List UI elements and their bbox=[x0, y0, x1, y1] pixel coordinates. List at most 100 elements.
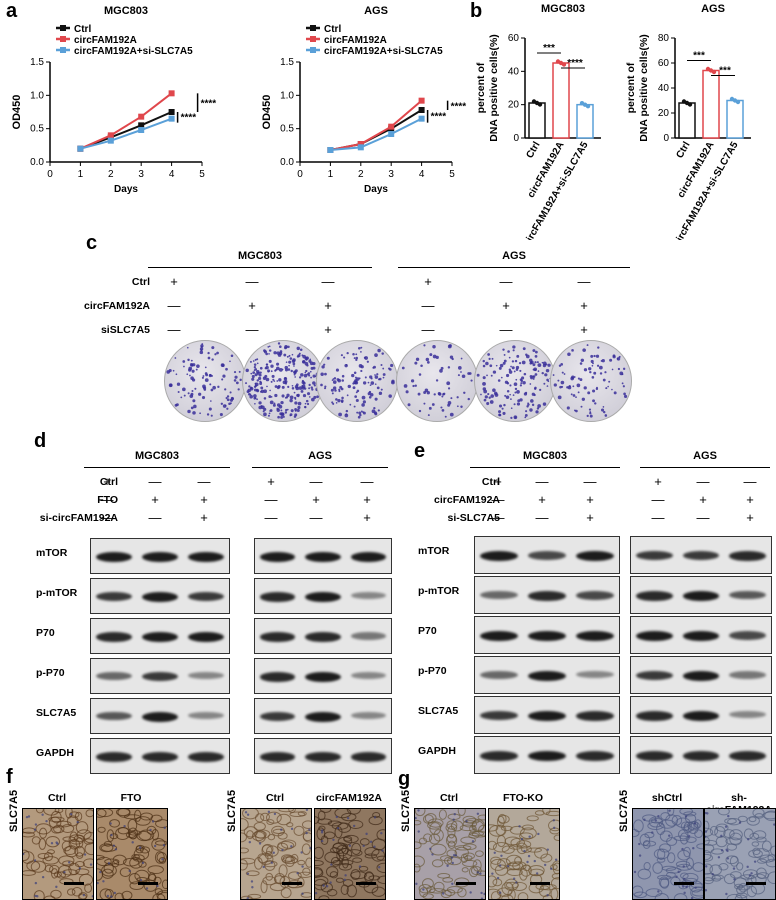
colony bbox=[276, 386, 280, 390]
bar-0 bbox=[528, 102, 546, 139]
colony bbox=[296, 394, 299, 397]
colony bbox=[563, 373, 566, 375]
ihc-cell bbox=[685, 857, 694, 870]
sig-label-2: *** bbox=[719, 66, 731, 77]
blot-label: p-mTOR bbox=[418, 585, 460, 597]
ihc-label: FTO bbox=[120, 792, 142, 804]
ihc-cell bbox=[260, 880, 268, 894]
ihc-nucleus bbox=[431, 853, 434, 856]
ihc-cell bbox=[297, 811, 307, 817]
colony bbox=[187, 409, 191, 414]
ihc-nucleus bbox=[308, 828, 311, 831]
ihc-cell bbox=[675, 817, 691, 828]
blot-band bbox=[305, 752, 341, 762]
colony-dish-2 bbox=[316, 340, 398, 422]
colony bbox=[378, 377, 382, 381]
colony bbox=[457, 374, 460, 377]
colony bbox=[426, 391, 430, 395]
condition-mark: + bbox=[312, 492, 320, 507]
blot-band bbox=[682, 591, 720, 601]
colony bbox=[388, 394, 392, 398]
ihc-nucleus bbox=[156, 884, 159, 888]
colony bbox=[482, 359, 485, 363]
colony bbox=[304, 402, 307, 405]
colony bbox=[519, 369, 522, 373]
ihc-cell bbox=[35, 823, 52, 835]
colony bbox=[537, 370, 540, 372]
ihc-cell bbox=[368, 875, 381, 881]
ihc-cell bbox=[717, 809, 730, 816]
blot-label: SLC7A5 bbox=[36, 707, 77, 719]
blot-band bbox=[305, 552, 341, 562]
colony bbox=[177, 390, 180, 393]
ihc-cell bbox=[659, 843, 672, 853]
colony bbox=[253, 397, 256, 400]
colony bbox=[594, 402, 597, 405]
colony bbox=[450, 397, 453, 400]
ihc-nucleus bbox=[554, 858, 558, 861]
colony bbox=[568, 384, 571, 388]
group-label-0: MGC803 bbox=[134, 450, 180, 462]
colony bbox=[247, 388, 252, 393]
ihc-cell bbox=[254, 856, 263, 870]
condition-mark: + bbox=[363, 510, 371, 525]
blot-band bbox=[96, 552, 132, 562]
colony bbox=[439, 369, 443, 373]
ihc-nucleus bbox=[546, 848, 549, 851]
ihc-cell bbox=[737, 815, 748, 823]
ihc-texture bbox=[415, 809, 485, 899]
colony bbox=[515, 365, 520, 370]
colony bbox=[428, 406, 432, 410]
condition-mark: + bbox=[502, 298, 510, 313]
ihc-cell bbox=[315, 860, 324, 867]
colony bbox=[525, 353, 528, 357]
bar-dot bbox=[735, 99, 741, 105]
ihc-cell bbox=[446, 885, 463, 894]
ihc-cell bbox=[725, 855, 739, 865]
ihc-cell bbox=[31, 836, 41, 845]
ihc-cell bbox=[740, 874, 755, 880]
colony bbox=[489, 400, 494, 404]
ihc-nucleus bbox=[677, 870, 680, 873]
colony bbox=[463, 391, 466, 394]
colony bbox=[211, 346, 215, 350]
ihc-nucleus bbox=[498, 864, 502, 867]
colony bbox=[410, 379, 415, 383]
ihc-cell bbox=[553, 834, 559, 841]
colony bbox=[201, 395, 206, 400]
ihc-cell bbox=[100, 844, 118, 852]
ihc-cell bbox=[528, 864, 545, 877]
ihc-cell bbox=[726, 893, 743, 899]
colony bbox=[499, 363, 504, 368]
ihc-cell bbox=[276, 813, 292, 826]
ihc-cell bbox=[653, 848, 670, 860]
ihc-nucleus bbox=[706, 812, 709, 815]
colony bbox=[287, 345, 290, 349]
ihc-nucleus bbox=[773, 823, 775, 826]
colony bbox=[290, 409, 294, 413]
ihc-cell bbox=[133, 847, 150, 861]
ihc-nucleus bbox=[301, 892, 304, 895]
colony bbox=[485, 361, 489, 366]
ihc-nucleus bbox=[693, 822, 697, 825]
blot-band bbox=[636, 631, 673, 641]
ihc-cell bbox=[534, 810, 545, 816]
ihc-nucleus bbox=[685, 885, 688, 889]
colony bbox=[180, 396, 183, 399]
bar-1 bbox=[552, 62, 570, 139]
ihc-cell bbox=[119, 867, 131, 877]
ihc-cell bbox=[679, 809, 694, 815]
blot-box bbox=[630, 656, 772, 694]
blot-band bbox=[188, 552, 224, 562]
colony bbox=[432, 345, 436, 349]
scale-bar bbox=[356, 882, 376, 885]
colony bbox=[589, 414, 593, 418]
ihc-nucleus bbox=[453, 813, 456, 816]
ihc-nucleus bbox=[50, 842, 54, 845]
ihc-nucleus bbox=[668, 809, 671, 812]
colony bbox=[200, 344, 204, 348]
colony bbox=[253, 369, 256, 372]
ihc-nucleus bbox=[500, 854, 503, 857]
blot-band bbox=[350, 632, 386, 640]
ihc-cell bbox=[734, 883, 744, 890]
